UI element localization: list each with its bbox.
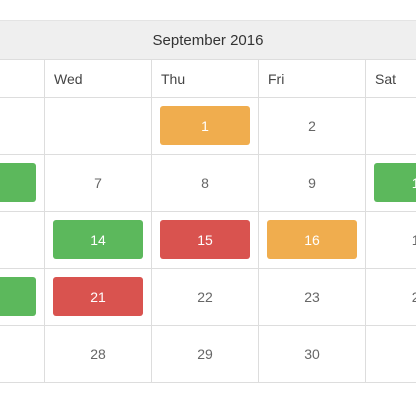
event-pill[interactable]: 15: [160, 220, 250, 259]
calendar-day-cell[interactable]: 20: [0, 269, 45, 325]
weekday-header: Thu: [152, 60, 259, 97]
day-number: 23: [304, 289, 320, 305]
calendar-day-cell[interactable]: 6: [0, 155, 45, 211]
event-pill[interactable]: 6: [0, 163, 36, 202]
event-pill[interactable]: 10: [374, 163, 416, 202]
calendar-day-cell[interactable]: 16: [259, 212, 366, 268]
day-number: 28: [90, 346, 106, 362]
calendar-grid: 1236789101314151617202122232427282930: [0, 98, 416, 383]
calendar-week-row: 1 2 3: [0, 98, 416, 155]
calendar-day-cell[interactable]: [0, 98, 45, 154]
weekday-header: Wed: [45, 60, 152, 97]
calendar-week-row: 6 7 8 9 10: [0, 155, 416, 212]
day-number: 8: [201, 175, 209, 191]
day-number: 2: [308, 118, 316, 134]
calendar-day-cell[interactable]: 9: [259, 155, 366, 211]
calendar-day-cell[interactable]: 10: [366, 155, 416, 211]
calendar-day-cell[interactable]: 13: [0, 212, 45, 268]
day-number: 17: [411, 232, 416, 248]
calendar-day-cell[interactable]: 23: [259, 269, 366, 325]
calendar-week-row: 27 28 29 30: [0, 326, 416, 383]
calendar-day-cell[interactable]: 3: [366, 98, 416, 154]
calendar-day-cell[interactable]: 15: [152, 212, 259, 268]
event-pill[interactable]: 16: [267, 220, 357, 259]
day-number: 22: [197, 289, 213, 305]
weekday-header: Fri: [259, 60, 366, 97]
calendar-day-cell[interactable]: 8: [152, 155, 259, 211]
calendar-week-row: 1314 15 16 17: [0, 212, 416, 269]
weekday-header-row: Tue Wed Thu Fri Sat: [0, 60, 416, 98]
calendar-day-cell[interactable]: 30: [259, 326, 366, 382]
event-pill[interactable]: 21: [53, 277, 143, 316]
calendar: September 2016 Tue Wed Thu Fri Sat 12367…: [0, 0, 416, 383]
event-pill[interactable]: 20: [0, 277, 36, 316]
weekday-header: Tue: [0, 60, 45, 97]
calendar-day-cell[interactable]: 28: [45, 326, 152, 382]
event-pill[interactable]: 1: [160, 106, 250, 145]
weekday-header: Sat: [375, 70, 397, 87]
month-header: September 2016: [0, 21, 416, 60]
calendar-day-cell[interactable]: [45, 98, 152, 154]
calendar-week-row: 20 21 22 23 24: [0, 269, 416, 326]
day-number: 24: [411, 289, 416, 305]
calendar-day-cell[interactable]: 27: [0, 326, 45, 382]
calendar-day-cell[interactable]: 29: [152, 326, 259, 382]
day-number: 7: [94, 175, 102, 191]
calendar-day-cell[interactable]: 17: [366, 212, 416, 268]
month-label: September 2016: [152, 31, 264, 49]
calendar-day-cell[interactable]: 1: [152, 98, 259, 154]
calendar-day-cell[interactable]: 2: [259, 98, 366, 154]
calendar-day-cell[interactable]: 24: [366, 269, 416, 325]
calendar-day-cell[interactable]: [366, 326, 416, 382]
calendar-day-cell[interactable]: 21: [45, 269, 152, 325]
top-edge: [0, 0, 416, 21]
calendar-day-cell[interactable]: 22: [152, 269, 259, 325]
day-number: 30: [304, 346, 320, 362]
calendar-day-cell[interactable]: 7: [45, 155, 152, 211]
calendar-day-cell[interactable]: 14: [45, 212, 152, 268]
day-number: 9: [308, 175, 316, 191]
day-number: 29: [197, 346, 213, 362]
event-pill[interactable]: 14: [53, 220, 143, 259]
